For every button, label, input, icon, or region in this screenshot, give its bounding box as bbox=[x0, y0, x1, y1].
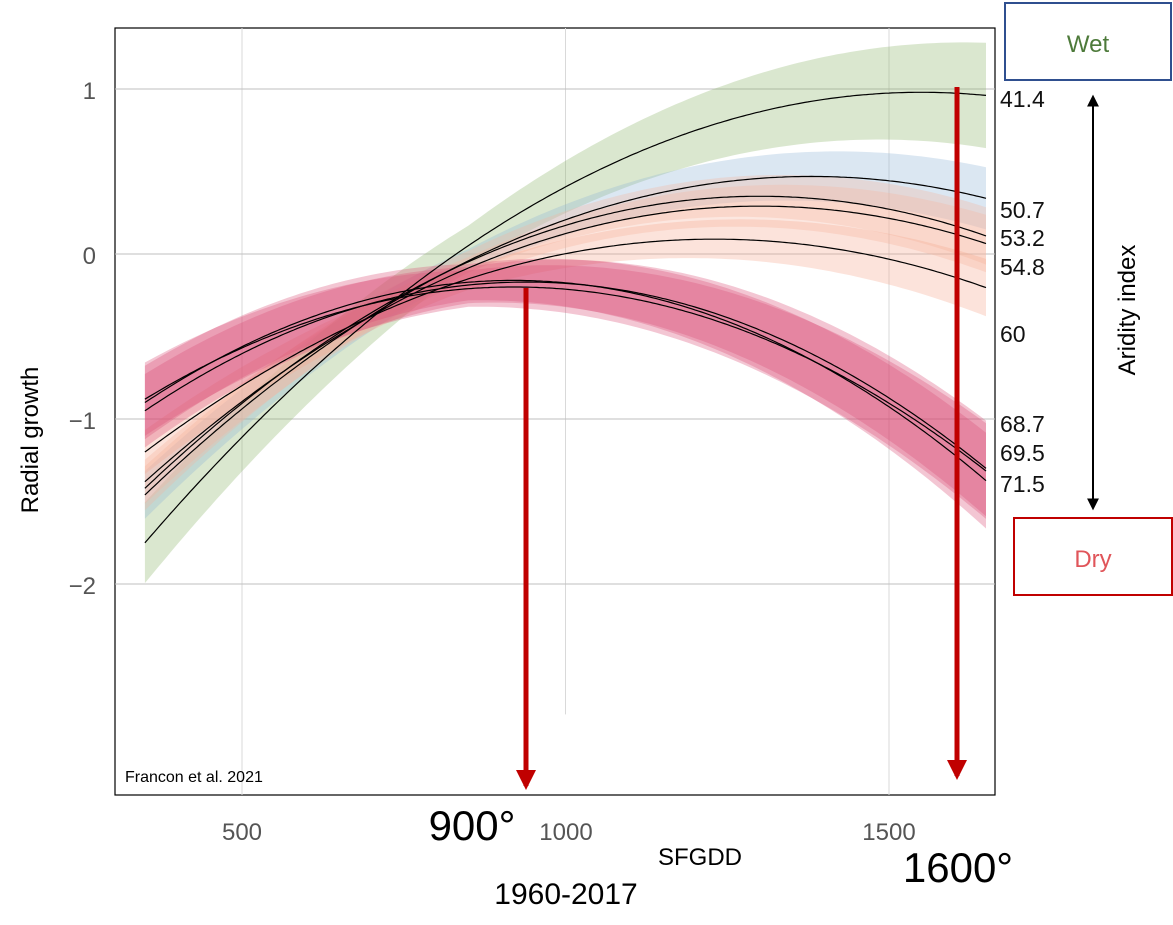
curve-60 bbox=[144, 238, 987, 453]
annotation-900: 900° bbox=[429, 802, 516, 849]
x-tick-label: 1000 bbox=[539, 819, 592, 846]
curve-69.5 bbox=[144, 281, 987, 469]
y-tick-label: 1 bbox=[83, 78, 96, 105]
y-tick-label: −2 bbox=[69, 573, 96, 600]
curve-label-69.5: 69.5 bbox=[1000, 440, 1045, 466]
band-60 bbox=[144, 219, 986, 474]
band-53.2 bbox=[144, 175, 986, 511]
dry-box bbox=[1013, 517, 1173, 596]
curve-labels: 41.4 50.753.2 54.8 60 68.7 69.5 71.5 bbox=[1000, 86, 1045, 497]
curve-label-68.7: 68.7 bbox=[1000, 411, 1045, 437]
curve-41.4 bbox=[144, 91, 987, 544]
y-tick-labels: 1 0 −1 −2 bbox=[69, 78, 96, 600]
dry-label: Dry bbox=[1074, 546, 1111, 573]
curve-label-54.8: 54.8 bbox=[1000, 254, 1045, 280]
wet-box bbox=[1004, 2, 1172, 81]
curve-label-53.2: 53.2 bbox=[1000, 225, 1045, 251]
band-41.4 bbox=[144, 42, 986, 584]
annotation-period: 1960-2017 bbox=[494, 878, 637, 911]
y-tick-label: 0 bbox=[83, 243, 96, 270]
curve-50.7 bbox=[144, 175, 987, 496]
y-axis-title: Radial growth bbox=[17, 367, 44, 514]
plot-area bbox=[114, 27, 996, 796]
curve-71.5 bbox=[144, 286, 987, 472]
y-tick-label: −1 bbox=[69, 408, 96, 435]
curve-54.8 bbox=[144, 205, 987, 483]
curve-label-71.5: 71.5 bbox=[1000, 471, 1045, 497]
x-tick-label: 1500 bbox=[862, 819, 915, 846]
curve-label-60: 60 bbox=[1000, 321, 1026, 347]
wet-label: Wet bbox=[1067, 31, 1110, 58]
aridity-axis-title: Aridity index bbox=[1114, 245, 1141, 376]
fitted-curves bbox=[144, 91, 987, 544]
band-71.5 bbox=[144, 265, 986, 519]
x-tick-labels: 500 1000 1500 bbox=[222, 819, 916, 846]
curve-label-41.4: 41.4 bbox=[1000, 86, 1045, 112]
x-axis-title: SFGDD bbox=[658, 844, 742, 871]
curve-label-50.7: 50.7 bbox=[1000, 197, 1045, 223]
credit-text: Francon et al. 2021 bbox=[125, 769, 263, 786]
grid-lines bbox=[115, 28, 995, 795]
annotation-1600: 1600° bbox=[903, 844, 1013, 891]
x-tick-label: 500 bbox=[222, 819, 262, 846]
